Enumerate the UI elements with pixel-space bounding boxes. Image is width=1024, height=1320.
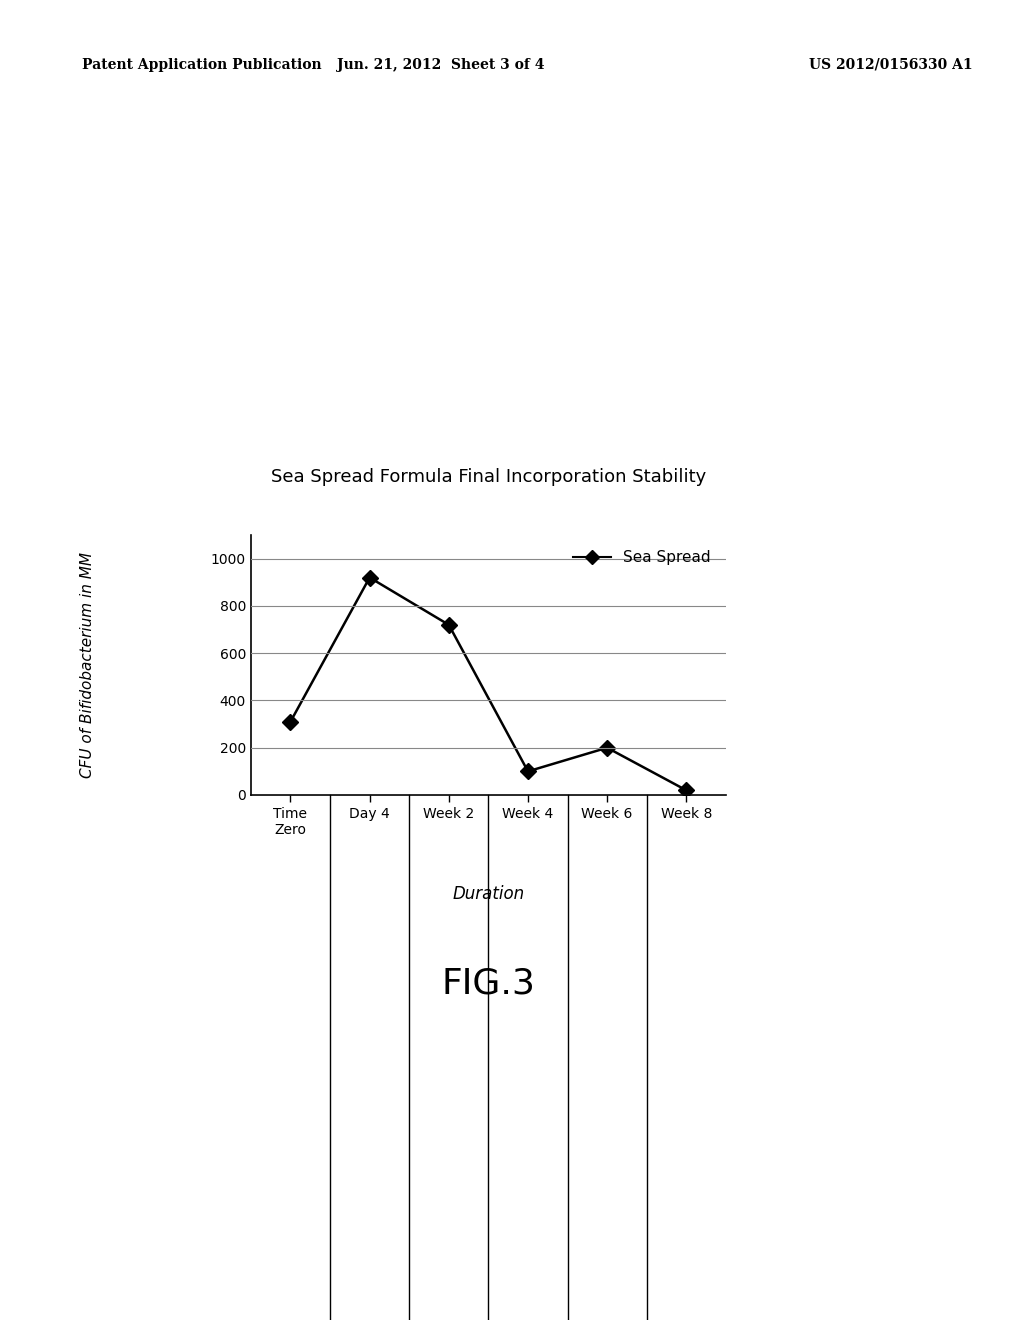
Text: Duration: Duration (453, 884, 524, 903)
Sea Spread (680, 783, 692, 799)
Text: Jun. 21, 2012  Sheet 3 of 4: Jun. 21, 2012 Sheet 3 of 4 (337, 58, 544, 71)
Legend: Sea Spread: Sea Spread (565, 543, 718, 573)
Line: Sea Spread: Sea Spread (285, 572, 692, 796)
Sea Spread (522, 763, 535, 779)
Text: CFU of Bifidobacterium in MM: CFU of Bifidobacterium in MM (80, 552, 94, 777)
Sea Spread (442, 616, 455, 632)
Title: Sea Spread Formula Final Incorporation Stability: Sea Spread Formula Final Incorporation S… (270, 469, 706, 486)
Text: FIG.3: FIG.3 (441, 966, 536, 1001)
Text: US 2012/0156330 A1: US 2012/0156330 A1 (809, 58, 973, 71)
Sea Spread (601, 739, 613, 755)
Text: Patent Application Publication: Patent Application Publication (82, 58, 322, 71)
Sea Spread (364, 570, 376, 586)
Sea Spread (285, 714, 297, 730)
